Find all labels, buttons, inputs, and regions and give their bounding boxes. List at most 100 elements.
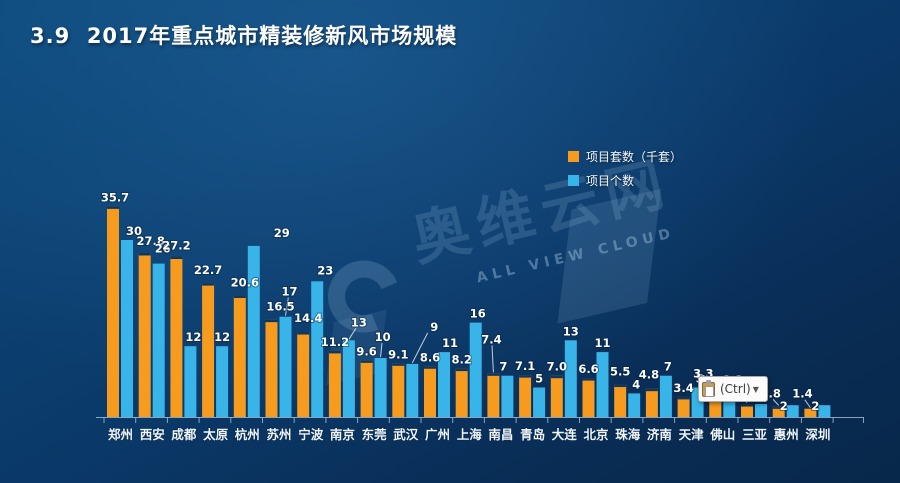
legend: 项目套数（千套） 项目个数 bbox=[568, 148, 682, 196]
dropdown-arrow-icon[interactable]: ▼ bbox=[752, 384, 759, 394]
x-label-17: 济南 bbox=[647, 427, 673, 442]
value-label-units-1: 27.8 bbox=[137, 234, 165, 248]
bar-count-17 bbox=[659, 375, 672, 417]
bar-units-cap-10 bbox=[424, 366, 436, 369]
leader-line bbox=[491, 345, 494, 373]
value-label-count-7: 13 bbox=[351, 315, 367, 329]
bar-count-13 bbox=[533, 387, 546, 417]
x-label-13: 青岛 bbox=[520, 427, 545, 442]
value-label-units-17: 4.8 bbox=[639, 368, 659, 382]
bar-count-7 bbox=[342, 340, 355, 417]
bar-units-15 bbox=[582, 378, 595, 417]
x-label-11: 上海 bbox=[457, 427, 483, 442]
bar-units-6 bbox=[297, 332, 310, 417]
bar-units-22 bbox=[804, 408, 817, 417]
x-label-16: 珠海 bbox=[615, 427, 641, 442]
x-label-14: 大连 bbox=[552, 427, 578, 442]
x-label-7: 南京 bbox=[330, 427, 356, 442]
value-label-count-11: 16 bbox=[470, 307, 486, 321]
value-label-units-7: 11.2 bbox=[321, 335, 349, 349]
bar-units-cap-2 bbox=[170, 256, 183, 260]
value-label-units-18: 3.4 bbox=[673, 381, 693, 395]
bar-units-cap-15 bbox=[582, 378, 595, 381]
value-label-units-22: 1.4 bbox=[792, 387, 812, 401]
bar-count-8 bbox=[374, 358, 387, 417]
leader-line bbox=[380, 342, 383, 358]
bar-units-5 bbox=[265, 319, 278, 417]
bar-units-19 bbox=[709, 397, 722, 417]
bar-count-9 bbox=[406, 363, 419, 417]
value-label-units-11: 8.2 bbox=[452, 353, 472, 367]
bar-count-4 bbox=[247, 245, 260, 417]
x-label-4: 杭州 bbox=[235, 427, 260, 442]
value-label-count-1: 26 bbox=[155, 242, 171, 256]
bar-count-19 bbox=[723, 399, 736, 417]
bar-units-cap-6 bbox=[297, 332, 310, 335]
bar-count-20 bbox=[755, 404, 767, 417]
clipboard-clip bbox=[706, 380, 711, 384]
bar-count-11 bbox=[469, 322, 482, 417]
bar-units-9 bbox=[392, 363, 405, 417]
bar-units-11 bbox=[455, 368, 468, 417]
x-label-8: 东莞 bbox=[362, 427, 388, 442]
x-label-21: 惠州 bbox=[774, 427, 799, 442]
bar-units-cap-9 bbox=[392, 363, 405, 366]
value-label-count-6: 23 bbox=[317, 263, 333, 277]
bar-count-16 bbox=[628, 393, 641, 417]
bar-units-cap-5 bbox=[265, 319, 278, 323]
leader-line bbox=[348, 328, 357, 340]
value-label-count-12: 7 bbox=[499, 360, 507, 374]
bar-units-cap-3 bbox=[202, 283, 215, 286]
bar-count-21 bbox=[786, 405, 799, 417]
bar-count-15 bbox=[596, 352, 609, 417]
value-label-count-10: 11 bbox=[442, 336, 458, 350]
bar-units-2 bbox=[170, 256, 183, 417]
x-label-19: 佛山 bbox=[709, 427, 735, 442]
value-label-units-8: 9.6 bbox=[356, 344, 376, 358]
bar-units-13 bbox=[519, 375, 532, 417]
x-label-12: 南昌 bbox=[488, 427, 513, 442]
value-label-count-2: 12 bbox=[185, 330, 201, 344]
x-label-1: 西安 bbox=[140, 427, 165, 442]
bar-units-12 bbox=[487, 373, 500, 417]
bar-units-cap-20 bbox=[741, 404, 753, 407]
bar-count-5 bbox=[279, 316, 292, 417]
bar-units-cap-17 bbox=[645, 388, 658, 392]
bar-units-21 bbox=[772, 406, 785, 417]
x-label-10: 广州 bbox=[425, 427, 450, 442]
bar-units-16 bbox=[614, 384, 627, 417]
value-label-units-10: 8.6 bbox=[420, 350, 440, 364]
value-label-units-13: 7.1 bbox=[515, 359, 535, 373]
leader-line bbox=[285, 297, 289, 316]
value-label-units-16: 5.5 bbox=[610, 365, 630, 379]
value-label-units-2: 27.2 bbox=[162, 239, 190, 253]
value-label-count-13: 5 bbox=[535, 372, 543, 386]
bar-units-18 bbox=[677, 396, 690, 417]
bar-units-cap-0 bbox=[107, 206, 119, 209]
value-label-count-22: 2 bbox=[811, 399, 819, 413]
value-label-units-12: 7.4 bbox=[481, 332, 501, 346]
bar-count-1 bbox=[152, 263, 165, 417]
legend-swatch-1 bbox=[568, 175, 579, 186]
paste-options-button[interactable]: (Ctrl) ▼ bbox=[698, 376, 768, 402]
bar-count-22 bbox=[818, 405, 831, 417]
legend-label-1: 项目个数 bbox=[586, 174, 635, 188]
bar-units-cap-13 bbox=[519, 375, 532, 378]
bar-units-20 bbox=[741, 404, 753, 417]
bar-units-4 bbox=[233, 295, 246, 417]
value-label-count-16: 4 bbox=[632, 377, 640, 391]
value-label-count-4: 29 bbox=[274, 226, 290, 240]
x-label-6: 宁波 bbox=[298, 427, 324, 442]
value-label-units-15: 6.6 bbox=[578, 362, 598, 376]
value-label-count-15: 11 bbox=[594, 336, 610, 350]
bar-units-8 bbox=[360, 360, 373, 417]
x-label-3: 太原 bbox=[203, 427, 229, 442]
value-label-units-6: 14.4 bbox=[294, 311, 322, 325]
value-label-count-5: 17 bbox=[281, 285, 297, 299]
bar-units-cap-7 bbox=[328, 350, 341, 354]
value-label-count-3: 12 bbox=[214, 330, 230, 344]
bar-units-3 bbox=[202, 283, 215, 417]
bar-units-cap-11 bbox=[455, 368, 468, 372]
value-label-count-21: 2 bbox=[780, 399, 788, 413]
